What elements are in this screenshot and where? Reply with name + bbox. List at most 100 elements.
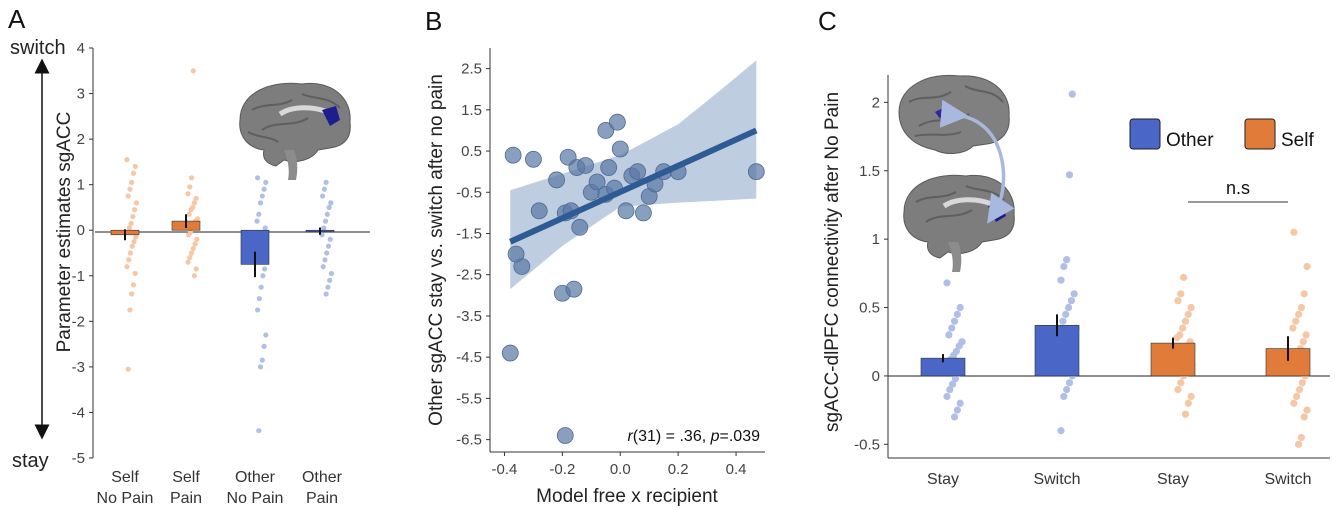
panel-b-data-point: [501, 344, 519, 362]
panel-c-data-point: [1292, 317, 1300, 325]
panel-a-data-point: [260, 273, 266, 279]
panel-c-data-point: [1179, 324, 1187, 332]
panel-a-category-label-line2: No Pain: [97, 490, 154, 507]
panel-c-y-axis-title: sgACC-dlPFC connectivity after No Pain: [822, 92, 843, 432]
panel-b-data-point: [525, 150, 542, 168]
panel-c-data-point: [1181, 317, 1190, 325]
panel-b-y-tick-label: -5.5: [456, 390, 482, 407]
panel-b-x-tick-label: 0.0: [610, 461, 631, 478]
panel-c-data-point: [1297, 433, 1306, 442]
panel-a-data-point: [322, 257, 328, 263]
panel-a-y-tick-label: -5: [72, 450, 85, 467]
panel-a-data-point: [257, 364, 264, 370]
panel-a-data-point: [124, 264, 130, 270]
panel-c: 2 1.5 1 0.5 0 -0.5 sgACC-dlPFC connectivity a…: [822, 74, 1330, 488]
panel-c-data-point: [1067, 297, 1075, 305]
panel-c-data-point: [1184, 310, 1192, 318]
legend-label-other: Other: [1166, 130, 1214, 151]
panel-a-data-point: [261, 186, 267, 192]
panel-a-categories: Self No Pain Self Pain Other No Pain Other Pain: [97, 469, 343, 507]
panel-a-data-point: [187, 184, 193, 190]
panel-c-data-point: [1289, 324, 1297, 332]
panel-letter-a: A: [8, 4, 26, 34]
panel-c-data-point: [949, 380, 957, 388]
panel-b-data-point: [600, 159, 618, 176]
brain-illustration-a: [239, 82, 351, 180]
panel-a-data-point: [190, 68, 196, 74]
panel-b-y-axis-title: Other sgACC stay vs. switch after no pai…: [426, 74, 447, 426]
panel-c-categories: Stay Switch Stay Switch: [927, 471, 1312, 488]
panel-c-category-label: Switch: [1033, 471, 1080, 488]
panel-c-data-point: [950, 413, 959, 421]
panel-b-data-point: [608, 113, 626, 131]
panel-c-data-point: [1293, 392, 1301, 401]
panel-c-data-point: [1063, 256, 1071, 264]
panel-a-data-point: [132, 207, 138, 213]
panel-c-data-point: [1294, 440, 1303, 448]
panel-c-y-tick-label: -0.5: [854, 436, 880, 453]
panel-a-data-point: [324, 250, 330, 256]
panel-c-data-point: [1174, 386, 1182, 394]
panel-a-data-point: [188, 207, 194, 213]
panel-a-data-point: [321, 225, 327, 231]
panel-c-data-point: [943, 392, 951, 401]
panel-a-data-point: [259, 357, 265, 363]
panel-b-y-tick-label: 0.5: [461, 143, 482, 160]
panel-b-data-point: [597, 122, 615, 139]
panel-b-data-point: [507, 245, 525, 263]
panel-c-category-label: Stay: [927, 471, 959, 488]
panel-c-data-point: [1057, 427, 1065, 435]
panel-a-data-point: [130, 170, 137, 176]
panel-a-data-point: [129, 179, 135, 185]
panel-b-x-tick-label: -0.4: [492, 461, 518, 478]
significance-label: n.s: [1226, 178, 1250, 198]
panel-c-data-point: [956, 303, 964, 312]
panel-b-data-point: [530, 202, 548, 220]
panel-a-data-point: [262, 225, 268, 231]
panel-a-data-point: [124, 157, 130, 163]
panel-b: 2.5 1.5 0.5 -0.5 -1.5 -2.5 -3.5 -4.5 -5.5 -6.5 -0…: [426, 48, 765, 507]
panel-c-data-point: [1179, 273, 1188, 282]
double-arrow-icon: [939, 99, 1015, 224]
panel-a-data-point: [125, 366, 131, 372]
panel-a-y-tick-label: 0: [77, 222, 85, 239]
panel-a-data-point: [263, 332, 269, 338]
panel-a-data-point: [256, 428, 262, 434]
panel-a-data-point: [191, 200, 198, 206]
panel-c-y-ticks: 2 1.5 1 0.5 0 -0.5: [854, 94, 888, 453]
panel-a-data-point: [132, 163, 138, 170]
panel-a-data-point: [188, 175, 195, 181]
panel-c-data-point: [1298, 379, 1306, 387]
panel-b-y-ticks: 2.5 1.5 0.5 -0.5 -1.5 -2.5 -3.5 -4.5 -5.5 -6.5: [456, 61, 490, 449]
panel-a: 4 3 2 1 0 -1 -2 -3 -4 -5 switch stay Parameter es…: [10, 37, 370, 507]
panel-c-data-point: [1302, 331, 1310, 339]
panel-a-data-point: [258, 284, 264, 290]
panel-a-y-tick-label: 4: [77, 40, 85, 57]
panel-a-y-ticks: 4 3 2 1 0 -1 -2 -3 -4 -5: [72, 40, 93, 467]
panel-b-data-point: [556, 427, 574, 444]
panel-c-data-point: [1300, 413, 1308, 421]
panel-c-data-point: [1059, 317, 1067, 325]
panel-c-data-point: [1057, 276, 1065, 284]
panel-a-data-point: [127, 186, 133, 192]
panel-c-data-point: [1294, 310, 1303, 318]
panel-c-y-tick-label: 1: [872, 231, 880, 248]
panel-a-data-point: [131, 239, 137, 245]
panel-a-data-point: [191, 273, 198, 279]
panel-a-switch-label: switch: [10, 37, 66, 59]
panel-c-data-point: [945, 331, 953, 339]
panel-a-data-point: [262, 266, 268, 272]
panel-c-y-tick-label: 0.5: [859, 300, 880, 317]
panel-c-data-point: [1184, 399, 1192, 407]
panel-a-data-point: [326, 204, 332, 211]
panel-c-data-point: [1290, 228, 1298, 236]
panel-b-y-tick-label: 1.5: [461, 102, 482, 119]
panel-c-data-point: [1060, 392, 1068, 401]
panel-a-data-point: [128, 220, 134, 226]
panel-b-fit-line: [509, 127, 758, 245]
panel-a-data-point: [324, 211, 330, 217]
panel-c-data-point: [955, 342, 963, 350]
panel-c-data-point: [1070, 290, 1078, 298]
panel-b-data-point: [629, 163, 647, 181]
